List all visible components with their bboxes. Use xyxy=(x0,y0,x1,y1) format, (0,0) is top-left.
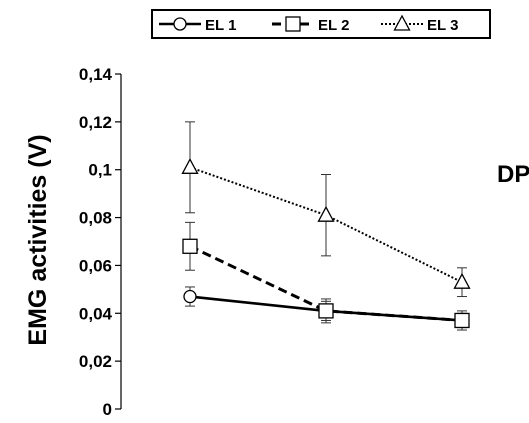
legend: EL 1 EL 2 EL 3 xyxy=(151,9,491,39)
circle-marker xyxy=(173,17,187,31)
circle-marker xyxy=(183,289,197,304)
y-tick-label: 0,04 xyxy=(79,304,113,323)
y-axis-label: EMG activities (V) xyxy=(24,134,52,345)
y-tick-label: 0,08 xyxy=(79,209,112,228)
y-tick-label: 0,12 xyxy=(79,113,112,132)
legend-label: EL 1 xyxy=(205,17,236,34)
y-tick-label: 0 xyxy=(103,400,112,419)
legend-label: EL 3 xyxy=(427,17,458,34)
square-marker xyxy=(454,312,470,329)
y-tick-label: 0,14 xyxy=(79,65,113,84)
legend-box xyxy=(151,9,491,39)
y-tick-label: 0,02 xyxy=(79,352,112,371)
markers-el-2 xyxy=(182,238,470,329)
legend-item-el-1: EL 1 xyxy=(159,17,236,34)
y-tick-label: 0,1 xyxy=(88,161,112,180)
axes: 0 0,02 0,04 0,06 0,08 0,1 0,12 0,14 xyxy=(79,65,122,419)
legend-label: EL 2 xyxy=(318,17,349,34)
triangle-marker xyxy=(181,157,199,174)
triangle-marker xyxy=(317,205,335,222)
square-marker xyxy=(318,303,334,319)
markers-el-3 xyxy=(181,157,471,289)
legend-item-el-2: EL 2 xyxy=(272,16,349,34)
panel-annotation: DP xyxy=(497,161,529,188)
square-marker xyxy=(285,16,301,32)
square-marker xyxy=(182,238,198,254)
series-layer xyxy=(181,121,471,331)
legend-item-el-3: EL 3 xyxy=(381,14,458,34)
y-tick-label: 0,06 xyxy=(79,256,112,275)
triangle-marker xyxy=(393,14,411,31)
triangle-marker xyxy=(453,272,471,289)
